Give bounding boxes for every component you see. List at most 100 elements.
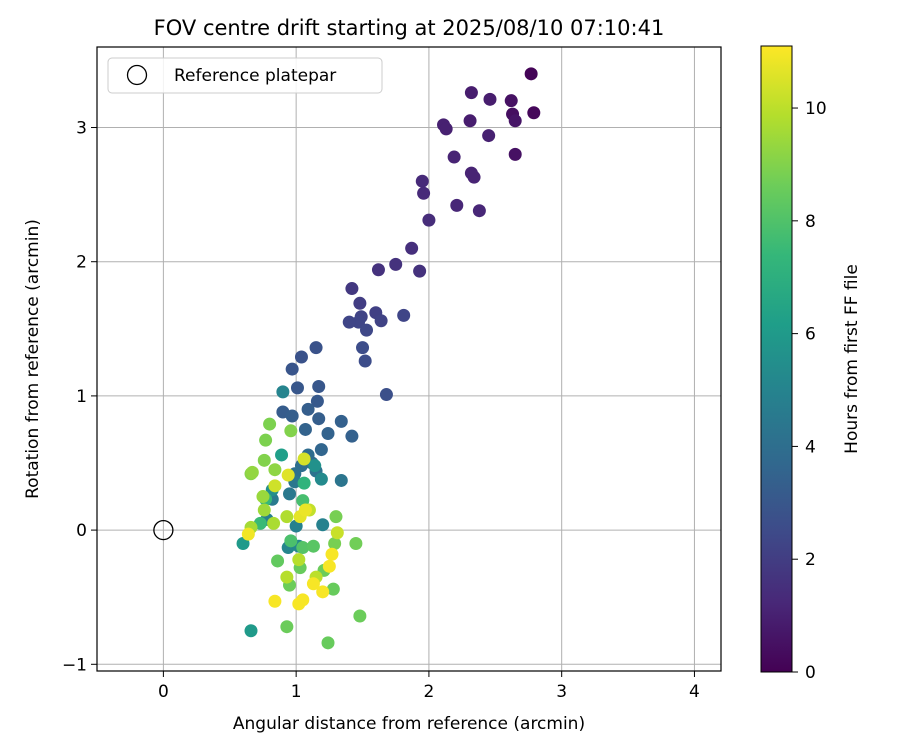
scatter-point bbox=[334, 473, 348, 487]
scatter-point bbox=[325, 547, 339, 561]
scatter-point bbox=[334, 414, 348, 428]
x-tick-label: 0 bbox=[158, 682, 169, 702]
scatter-point bbox=[316, 585, 330, 599]
scatter-point bbox=[256, 490, 270, 504]
x-tick-label: 1 bbox=[291, 682, 302, 702]
scatter-point bbox=[345, 429, 359, 443]
scatter-point bbox=[389, 257, 403, 271]
scatter-point bbox=[245, 465, 259, 479]
scatter-point bbox=[298, 422, 312, 436]
scatter-point bbox=[360, 323, 374, 337]
scatter-point bbox=[352, 315, 366, 329]
scatter-point bbox=[326, 582, 340, 596]
y-tick-label: 1 bbox=[76, 387, 87, 407]
scatter-point bbox=[283, 487, 297, 501]
scatter-point bbox=[464, 86, 478, 100]
scatter-point bbox=[353, 296, 367, 310]
scatter-point bbox=[447, 150, 461, 164]
scatter-point bbox=[472, 204, 486, 218]
scatter-point bbox=[397, 308, 411, 322]
scatter-point bbox=[284, 534, 298, 548]
scatter-point bbox=[353, 609, 367, 623]
scatter-point bbox=[482, 129, 496, 143]
scatter-point bbox=[301, 402, 315, 416]
scatter-point bbox=[342, 315, 356, 329]
plot-frame bbox=[96, 46, 722, 672]
scatter-point bbox=[257, 453, 271, 467]
scatter-point bbox=[527, 106, 541, 120]
scatter-point bbox=[310, 394, 324, 408]
scatter-point bbox=[309, 341, 323, 355]
scatter-point bbox=[257, 503, 271, 517]
scatter-point bbox=[371, 263, 385, 277]
scatter-point bbox=[508, 147, 522, 161]
scatter-point bbox=[483, 92, 497, 106]
scatter-point bbox=[316, 518, 330, 532]
scatter-point bbox=[322, 559, 336, 573]
scatter-point bbox=[259, 433, 273, 447]
y-tick-label: 2 bbox=[76, 253, 87, 273]
scatter-point bbox=[241, 527, 255, 541]
colorbar-label: Hours from first FF file bbox=[842, 264, 862, 454]
scatter-point bbox=[271, 554, 285, 568]
scatter-point bbox=[439, 122, 453, 136]
colorbar-tick-label: 8 bbox=[805, 212, 816, 232]
colorbar-tick-label: 10 bbox=[805, 99, 827, 119]
scatter-point bbox=[244, 624, 258, 638]
reference-point bbox=[153, 519, 174, 541]
scatter-point bbox=[450, 198, 464, 212]
scatter-point bbox=[308, 459, 322, 473]
y-axis-ticks: −1 0 1 2 3 bbox=[62, 119, 97, 675]
scatter-point bbox=[285, 362, 299, 376]
scatter-point bbox=[294, 350, 308, 364]
scatter-point bbox=[422, 213, 436, 227]
scatter-point bbox=[314, 472, 328, 486]
scatter-point bbox=[417, 186, 431, 200]
scatter-point bbox=[356, 341, 370, 355]
legend-label: Reference platepar bbox=[174, 66, 336, 86]
scatter-point bbox=[349, 537, 363, 551]
scatter-point bbox=[275, 448, 289, 462]
colorbar-tick-label: 2 bbox=[805, 550, 816, 570]
scatter-point bbox=[463, 114, 477, 128]
scatter-point bbox=[280, 510, 294, 524]
scatter-point bbox=[321, 636, 335, 650]
scatter-point bbox=[379, 388, 393, 402]
scatter-point bbox=[358, 354, 372, 368]
chart-title: FOV centre drift starting at 2025/08/10 … bbox=[154, 16, 665, 40]
scatter-point bbox=[268, 479, 282, 493]
scatter-point bbox=[413, 264, 427, 278]
scatter-point bbox=[345, 282, 359, 296]
scatter-point bbox=[504, 94, 518, 108]
scatter-point bbox=[280, 620, 294, 634]
scatter-point bbox=[296, 593, 310, 607]
legend-box bbox=[107, 57, 383, 94]
scatter-point bbox=[268, 463, 282, 477]
scatter-point bbox=[292, 553, 306, 567]
scatter-point bbox=[328, 537, 342, 551]
scatter-point bbox=[312, 380, 326, 394]
scatter-point bbox=[267, 516, 281, 530]
scatter-point bbox=[284, 424, 298, 438]
scatter-point bbox=[298, 503, 312, 517]
scatter-point bbox=[297, 452, 311, 466]
scatter-point bbox=[306, 539, 320, 553]
scatter-point bbox=[285, 409, 299, 423]
colorbar-tick-label: 6 bbox=[805, 325, 816, 345]
scatter-point bbox=[312, 412, 326, 426]
scatter-point bbox=[374, 314, 388, 328]
scatter-point bbox=[290, 381, 304, 395]
y-tick-label: −1 bbox=[62, 655, 87, 675]
x-tick-label: 4 bbox=[689, 682, 700, 702]
legend-marker bbox=[126, 64, 148, 86]
scatter-point bbox=[276, 385, 290, 399]
scatter-point bbox=[405, 241, 419, 255]
scatter-point bbox=[415, 174, 429, 188]
scatter-point bbox=[263, 417, 277, 431]
scatter-point bbox=[467, 170, 481, 184]
colorbar bbox=[760, 45, 793, 673]
scatter-point bbox=[524, 67, 538, 81]
colorbar-tick-label: 0 bbox=[805, 663, 816, 683]
scatter-point bbox=[268, 594, 282, 608]
